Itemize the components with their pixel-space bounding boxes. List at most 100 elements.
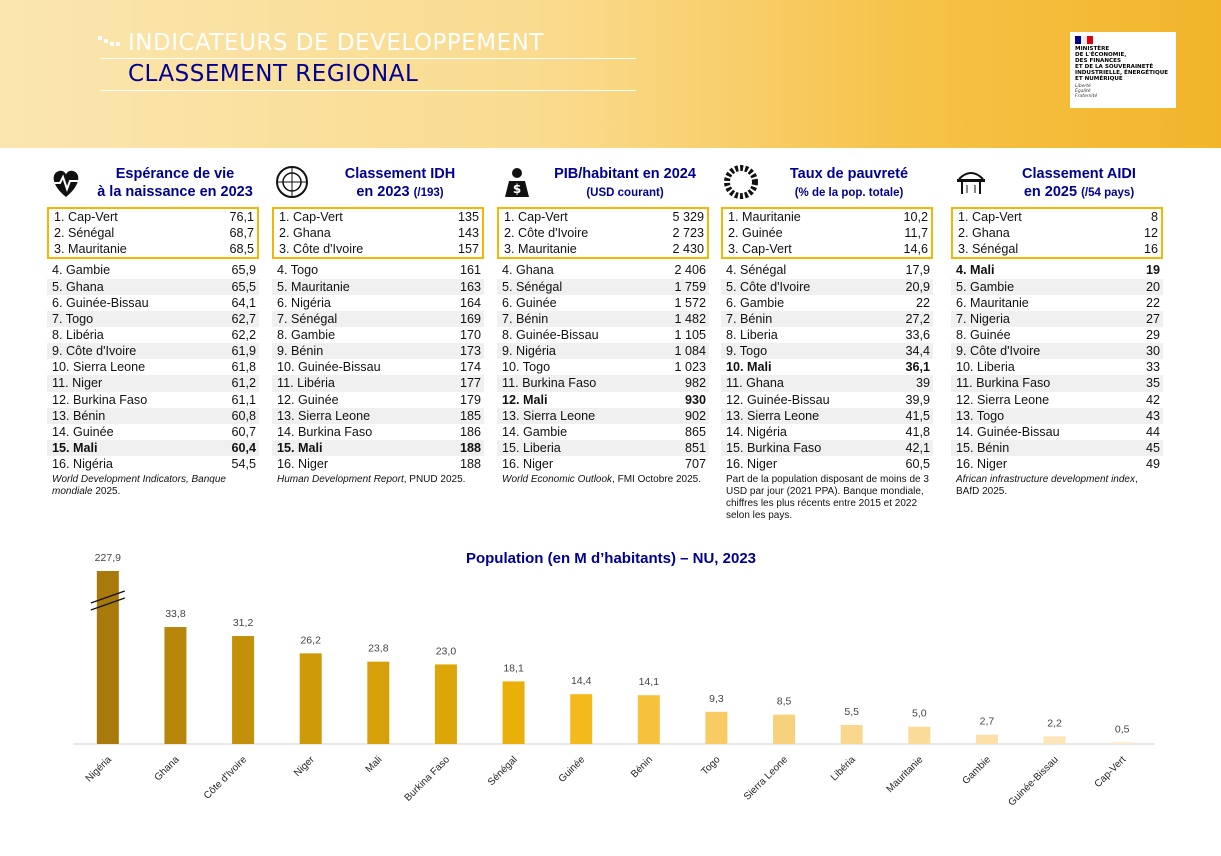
table-rows: 1. Cap-Vert 135 2. Ghana 143 3. Côte d'Ivoir… xyxy=(272,207,484,472)
row-label: 14. Burkina Faso xyxy=(277,424,373,439)
value-label: 0,5 xyxy=(1115,723,1130,735)
ranking-table: $ PIB/habitant en 2024 (USD courant) 1. Cap… xyxy=(497,163,709,486)
row-value: 61,8 xyxy=(231,360,256,375)
table-row: 12. Mali 930 xyxy=(497,392,709,408)
value-label: 23,8 xyxy=(368,643,389,655)
row-value: 865 xyxy=(684,424,706,439)
value-label: 18,1 xyxy=(503,662,524,674)
value-label: 8,5 xyxy=(777,696,792,708)
row-label: 14. Gambie xyxy=(502,424,568,439)
value-label: 2,7 xyxy=(980,716,995,728)
source-text: World Development Indicators, Banque mon… xyxy=(52,474,226,498)
row-value: 2 723 xyxy=(672,226,704,241)
top-three: 1. Cap-Vert 135 2. Ghana 143 3. Côte d'Ivoir… xyxy=(272,207,484,260)
row-label: 7. Nigeria xyxy=(956,311,1010,326)
row-label: 5. Ghana xyxy=(52,279,104,294)
table-row: 3. Mauritanie 68,5 xyxy=(49,241,257,257)
row-label: 6. Nigéria xyxy=(277,295,331,310)
table-row: 6. Guinée 1 572 xyxy=(497,295,709,311)
row-label: 5. Mauritanie xyxy=(277,279,350,294)
row-label: 5. Gambie xyxy=(956,279,1015,294)
x-tick-label: Mauritanie xyxy=(885,754,926,795)
table-row: 16. Niger 60,5 xyxy=(721,456,933,472)
table-row: 11. Ghana 39 xyxy=(721,375,933,392)
row-label: 3. Sénégal xyxy=(958,242,1019,257)
table-row: 9. Bénin 173 xyxy=(272,343,484,360)
row-label: 9. Togo xyxy=(726,344,768,359)
row-value: 61,1 xyxy=(231,392,256,407)
bar xyxy=(502,681,525,744)
table-row: 8. Guinée-Bissau 1 105 xyxy=(497,327,709,343)
row-value: 20,9 xyxy=(905,279,930,294)
table-row: 5. Mauritanie 163 xyxy=(272,278,484,295)
row-value: 1 084 xyxy=(674,344,706,359)
bar xyxy=(570,694,593,744)
row-value: 54,5 xyxy=(231,457,256,472)
table-row: 4. Sénégal 17,9 xyxy=(721,262,933,278)
source-text: , PNUD 2025. xyxy=(403,474,466,486)
row-label: 15. Mali xyxy=(277,440,323,455)
row-value: 179 xyxy=(459,392,481,407)
population-chart: Population (en M d’habitants) – NU, 2023… xyxy=(73,550,1155,809)
table-row: 2. Guinée 11,7 xyxy=(723,225,931,241)
row-value: 11,7 xyxy=(904,226,928,241)
table-row: 7. Togo 62,7 xyxy=(47,310,259,327)
row-label: 3. Mauritanie xyxy=(504,242,577,257)
table-row: 16. Nigéria 54,5 xyxy=(47,456,259,472)
row-label: 13. Sierra Leone xyxy=(726,408,820,423)
table-icon: $ xyxy=(505,168,529,197)
x-tick-label: Mali xyxy=(364,754,385,775)
table-row: 7. Bénin 1 482 xyxy=(497,310,709,327)
bar xyxy=(96,571,119,744)
table-row: 1. Cap-Vert 135 xyxy=(274,209,482,225)
ranking-table: Taux de pauvreté (% de la pop. totale) 1. … xyxy=(721,163,933,522)
header-rule xyxy=(100,58,636,59)
row-value: 1 482 xyxy=(674,311,706,326)
title-note: (/193) xyxy=(413,187,444,199)
row-label: 4. Sénégal xyxy=(726,263,787,278)
bar xyxy=(840,724,863,744)
row-label: 7. Bénin xyxy=(502,311,549,326)
bar xyxy=(164,627,187,744)
row-label: 10. Sierra Leone xyxy=(52,360,146,375)
row-label: 7. Bénin xyxy=(726,311,773,326)
x-tick-label: Cap-Vert xyxy=(1093,754,1129,790)
row-label: 10. Mali xyxy=(726,360,772,375)
row-value: 65,9 xyxy=(231,263,256,278)
logo-motto: Liberté Égalité Fraternité xyxy=(1075,84,1097,99)
table-row: 15. Burkina Faso 42,1 xyxy=(721,439,933,457)
row-value: 42 xyxy=(1145,392,1160,407)
table-row: 9. Côte d'Ivoire 61,9 xyxy=(47,343,259,360)
row-label: 2. Côte d'Ivoire xyxy=(504,226,589,241)
table-title: Espérance de vie à la naissance en 2023 xyxy=(91,165,259,201)
row-value: 135 xyxy=(457,210,479,224)
row-label: 5. Côte d'Ivoire xyxy=(726,279,811,294)
x-tick-label: Bénin xyxy=(629,754,655,780)
ranking-table: Espérance de vie à la naissance en 2023 1.… xyxy=(47,163,259,498)
table-row: 3. Mauritanie 2 430 xyxy=(499,241,707,257)
row-value: 30 xyxy=(1145,344,1160,359)
row-label: 6. Mauritanie xyxy=(956,295,1029,310)
row-label: 6. Guinée xyxy=(502,295,557,310)
row-label: 1. Cap-Vert xyxy=(958,210,1022,224)
row-label: 1. Mauritanie xyxy=(728,210,801,224)
row-value: 173 xyxy=(459,344,481,359)
value-label: 5,5 xyxy=(844,706,859,718)
row-value: 68,5 xyxy=(229,242,254,257)
title-line: (USD courant) xyxy=(541,183,709,202)
row-value: 163 xyxy=(459,279,481,294)
row-value: 1 572 xyxy=(674,295,706,310)
table-source: African infrastructure development index… xyxy=(951,472,1163,498)
row-label: 11. Burkina Faso xyxy=(956,376,1051,391)
row-value: 62,7 xyxy=(231,311,256,326)
row-label: 2. Ghana xyxy=(279,226,331,241)
row-value: 930 xyxy=(684,392,706,407)
row-value: 12 xyxy=(1143,226,1158,241)
x-tick-label: Guinée xyxy=(557,754,588,785)
table-row: 3. Sénégal 16 xyxy=(953,241,1161,257)
row-value: 22 xyxy=(915,295,930,310)
table-row: 12. Burkina Faso 61,1 xyxy=(47,392,259,408)
table-row: 15. Liberia 851 xyxy=(497,439,709,457)
row-value: 39,9 xyxy=(905,392,930,407)
